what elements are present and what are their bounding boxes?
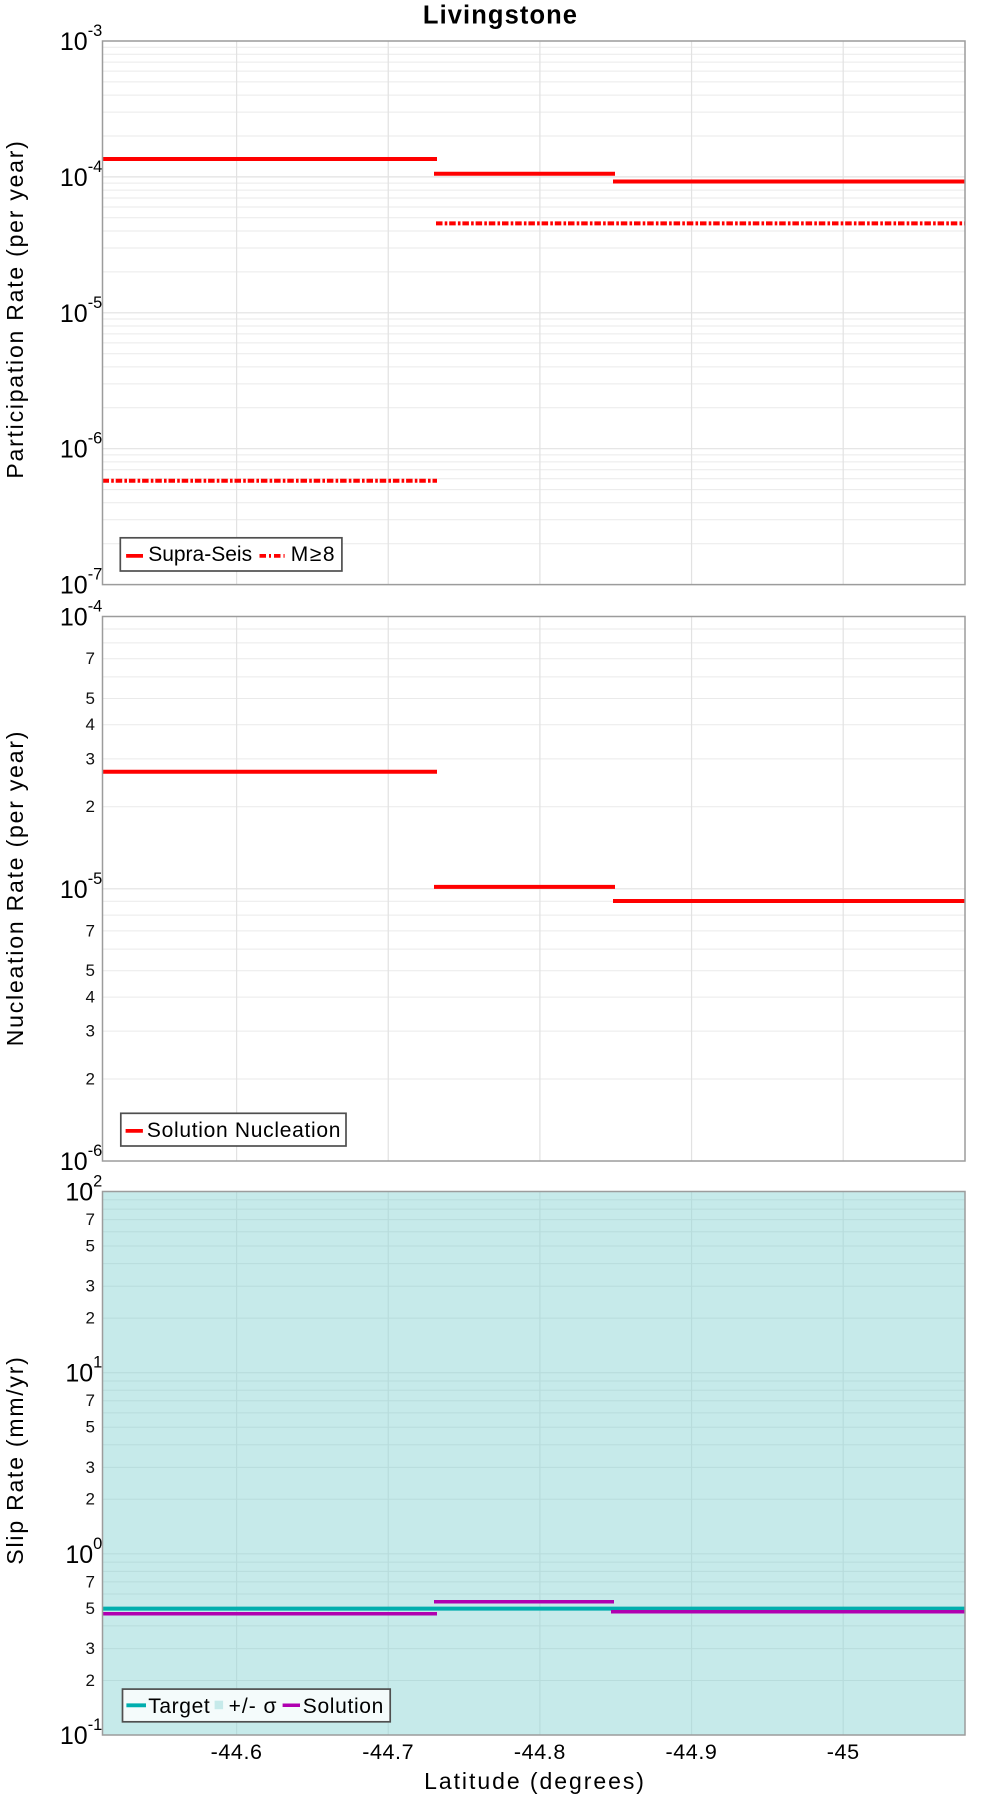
svg-text:5: 5 xyxy=(86,961,95,980)
svg-text:2: 2 xyxy=(86,1671,95,1690)
svg-text:4: 4 xyxy=(86,988,95,1007)
svg-text:Solution: Solution xyxy=(303,1695,384,1718)
svg-text:Target: Target xyxy=(148,1695,210,1718)
svg-text:Solution Nucleation: Solution Nucleation xyxy=(147,1119,341,1142)
svg-text:Supra-Seis: Supra-Seis xyxy=(148,543,252,566)
svg-text:-44.7: -44.7 xyxy=(362,1740,414,1764)
svg-text:3: 3 xyxy=(86,1022,95,1041)
svg-text:101: 101 xyxy=(65,1354,102,1388)
svg-text:7: 7 xyxy=(86,1210,95,1229)
svg-text:5: 5 xyxy=(86,1418,95,1437)
svg-text:10-6: 10-6 xyxy=(60,1142,102,1176)
svg-text:10-3: 10-3 xyxy=(60,22,102,56)
svg-text:Nucleation Rate (per year): Nucleation Rate (per year) xyxy=(2,730,28,1047)
svg-text:3: 3 xyxy=(86,1277,95,1296)
svg-text:3: 3 xyxy=(86,749,95,768)
svg-text:-45: -45 xyxy=(827,1740,860,1764)
svg-text:4: 4 xyxy=(86,715,95,734)
svg-text:M≥8: M≥8 xyxy=(291,543,336,566)
svg-text:2: 2 xyxy=(86,1309,95,1328)
svg-text:7: 7 xyxy=(86,1572,95,1591)
svg-text:Slip Rate (mm/yr): Slip Rate (mm/yr) xyxy=(2,1355,28,1564)
svg-text:10-7: 10-7 xyxy=(60,566,102,600)
svg-text:3: 3 xyxy=(86,1639,95,1658)
svg-text:7: 7 xyxy=(86,1391,95,1410)
svg-text:2: 2 xyxy=(86,797,95,816)
svg-text:2: 2 xyxy=(86,1490,95,1509)
svg-text:7: 7 xyxy=(86,649,95,668)
svg-text:10-5: 10-5 xyxy=(60,870,102,904)
svg-text:-44.9: -44.9 xyxy=(665,1740,717,1764)
svg-text:10-4: 10-4 xyxy=(60,598,102,632)
svg-text:7: 7 xyxy=(86,921,95,940)
svg-text:+/- σ: +/- σ xyxy=(229,1695,278,1718)
svg-text:3: 3 xyxy=(86,1458,95,1477)
svg-text:Latitude (degrees): Latitude (degrees) xyxy=(424,1768,646,1794)
svg-text:Livingstone: Livingstone xyxy=(423,1,578,29)
svg-text:Participation Rate (per year): Participation Rate (per year) xyxy=(2,139,28,478)
svg-text:-44.8: -44.8 xyxy=(514,1740,566,1764)
svg-text:5: 5 xyxy=(86,1599,95,1618)
svg-text:2: 2 xyxy=(86,1069,95,1088)
svg-text:5: 5 xyxy=(86,689,95,708)
svg-text:-44.6: -44.6 xyxy=(211,1740,263,1764)
svg-text:5: 5 xyxy=(86,1236,95,1255)
